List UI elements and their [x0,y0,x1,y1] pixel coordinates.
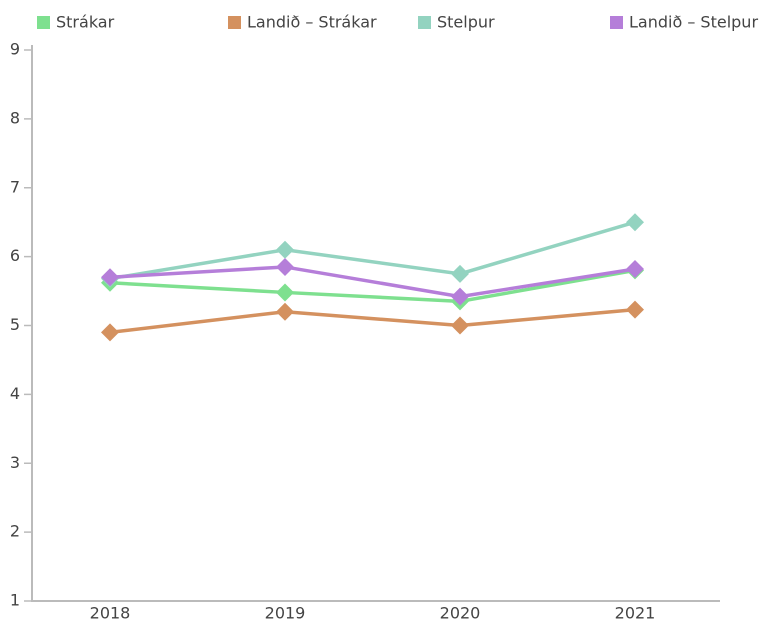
legend-swatch [228,16,241,29]
series-line [109,220,636,281]
y-tick-label: 9 [10,40,20,59]
data-point [451,316,469,335]
y-tick-label: 1 [10,591,20,610]
data-point [101,323,119,342]
x-tick-label: 2020 [440,604,481,623]
data-point [451,264,469,283]
y-tick-label: 3 [10,453,20,472]
data-point [276,257,294,276]
series-line [109,268,636,304]
legend-label: Strákar [56,13,115,32]
y-tick-label: 6 [10,246,20,265]
legend-swatch [418,16,431,29]
y-tick-label: 7 [10,177,20,196]
series-line [109,265,636,299]
data-point [276,302,294,321]
data-point [451,287,469,306]
x-tick-label: 2018 [90,604,131,623]
legend-swatch [610,16,623,29]
data-point [626,300,644,319]
legend-swatch [37,16,50,29]
data-point [626,260,644,279]
y-tick-label: 5 [10,315,20,334]
x-tick-label: 2021 [615,604,656,623]
data-point [101,268,119,287]
y-tick-label: 2 [10,522,20,541]
legend-label: Landið – Strákar [247,13,377,32]
data-point [276,240,294,259]
x-tick-label: 2019 [265,604,306,623]
data-point [626,213,644,232]
series-line [109,307,636,335]
data-point [276,283,294,302]
y-tick-label: 4 [10,384,20,403]
legend-label: Landið – Stelpur [629,13,758,32]
legend-label: Stelpur [437,13,495,32]
y-tick-label: 8 [10,108,20,127]
